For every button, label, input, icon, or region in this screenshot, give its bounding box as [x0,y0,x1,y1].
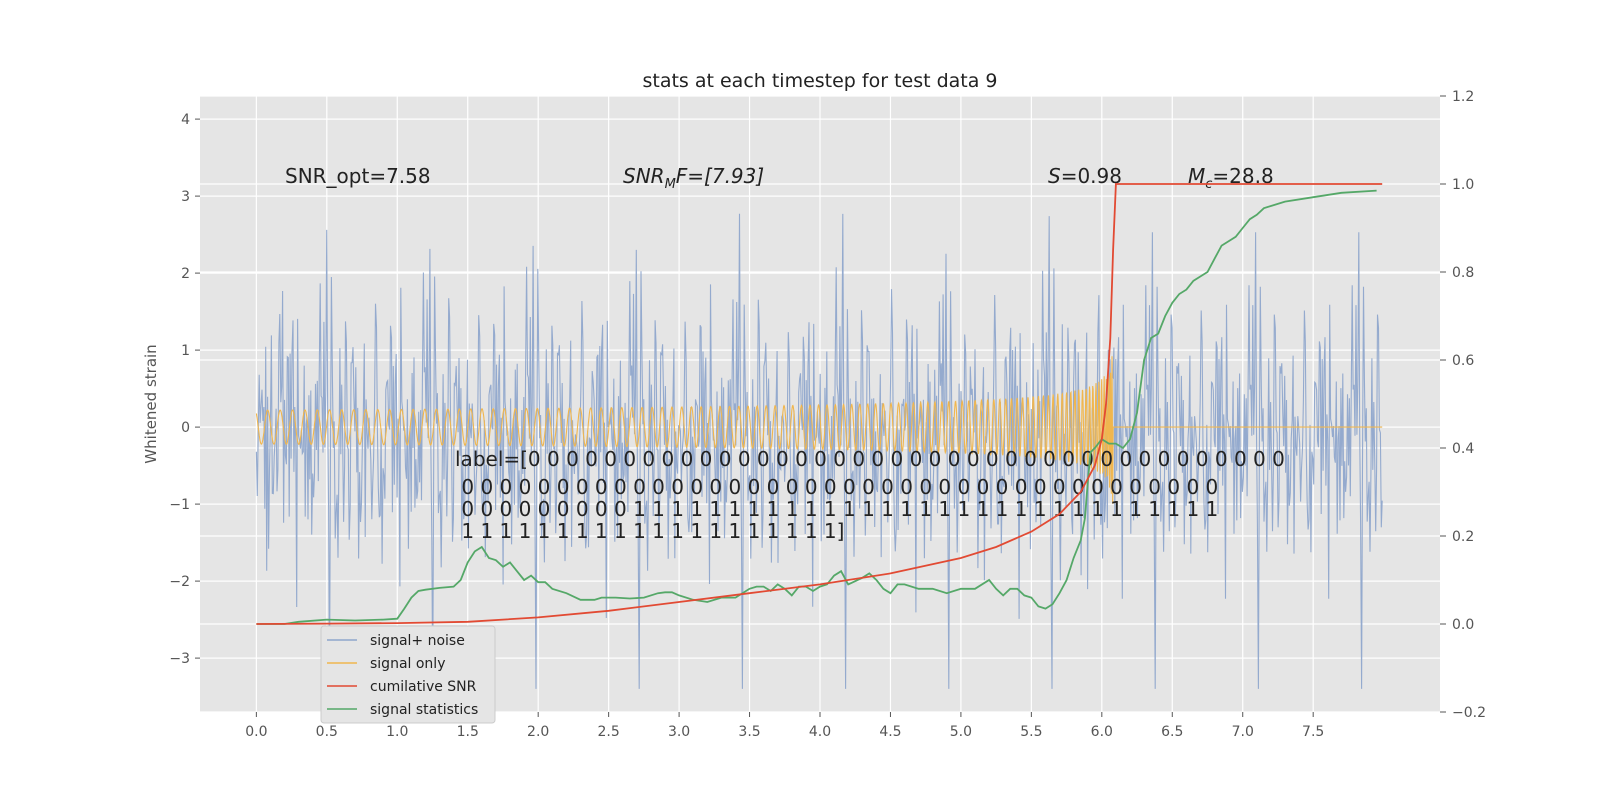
signal-only-line [255,356,1383,504]
chirp-mass-annotation: Mc=28.8 [1188,164,1274,192]
y2-tick-label: 1.0 [1452,177,1474,193]
signal-statistics-line [256,189,1377,625]
legend-label-stats: signal statistics [370,702,478,718]
chirp-mass-symbol: M [1188,164,1205,188]
label-line-2: 0 0 0 0 0 0 0 0 0 0 0 0 0 0 0 0 0 0 0 0 … [455,475,1218,499]
overlap-value: =0.98 [1061,164,1122,188]
overlap-annotation: S=0.98 [1048,164,1122,188]
right-axis-series [256,183,1383,625]
label-line-1: label=[0 0 0 0 0 0 0 0 0 0 0 0 0 0 0 0 0… [455,447,1285,471]
signal-plus-noise-series [255,213,1383,689]
x-tick-label: 7.5 [1302,724,1324,740]
y-tick-label: 4 [181,112,190,128]
y-axis-label: Whitened strain [142,344,160,463]
x-tick-label: 1.5 [457,724,479,740]
x-tick-label: 3.0 [668,724,690,740]
legend-label-snr: cumilative SNR [370,679,477,695]
y2-tick-label: 0.2 [1452,529,1474,545]
y2-tick-label: 0.6 [1452,353,1474,369]
x-tick-label: 7.0 [1232,724,1254,740]
x-tick-label: 0.0 [245,724,267,740]
y2-tick-label: 0.8 [1452,265,1474,281]
snr-opt-annotation: SNR_opt=7.58 [285,164,431,188]
x-tick-label: 6.0 [1091,724,1113,740]
x-tick-label: 3.5 [738,724,760,740]
x-tick-label: 2.5 [598,724,620,740]
y-tick-label: −2 [169,574,190,590]
label-line-4: 1 1 1 1 1 1 1 1 1 1 1 1 1 1 1 1 1 1 1 1] [455,519,844,543]
x-tick-label: 4.5 [879,724,901,740]
legend-label-signal: signal only [370,656,445,672]
snr-mf-value: F=[7.93] [676,164,764,188]
x-tick-label: 1.0 [386,724,408,740]
signal-plus-noise-line [255,213,1383,689]
y-tick-label: 2 [181,266,190,282]
annotations: SNR_opt=7.58 SNRMF=[7.93] S=0.98 Mc=28.8… [285,164,1285,543]
y-axis-right: −0.2 0.0 0.2 0.4 0.6 0.8 1.0 1.2 [1440,89,1486,721]
y-tick-label: 3 [181,189,190,205]
snr-mf-subscript: M [665,177,676,192]
legend: signal+ noise signal only cumilative SNR… [320,625,496,724]
x-tick-label: 5.0 [950,724,972,740]
y2-tick-label: 0.0 [1452,617,1474,633]
legend-label-noise: signal+ noise [370,633,465,649]
label-line-3: 0 0 0 0 0 0 0 0 0 1 1 1 1 1 1 1 1 1 1 1 … [455,497,1218,521]
snr-mf-annotation: SNRMF=[7.93] [623,164,764,192]
y-axis-left: −3 −2 −1 0 1 2 3 4 [169,112,200,667]
x-tick-label: 6.5 [1161,724,1183,740]
x-tick-label: 0.5 [316,724,338,740]
y2-tick-label: −0.2 [1452,705,1486,721]
chart-title: stats at each timestep for test data 9 [642,70,997,92]
signal-only-series [255,356,1383,504]
overlap-symbol: S [1048,164,1061,188]
cumulative-snr-line [256,183,1383,625]
x-tick-label: 2.0 [527,724,549,740]
legend-box [320,625,496,724]
y2-tick-label: 0.4 [1452,441,1474,457]
y-tick-label: 0 [181,420,190,436]
y2-tick-label: 1.2 [1452,89,1474,105]
snr-mf-symbol: SNR [623,164,665,188]
y-tick-label: −1 [169,497,190,513]
x-axis: 0.0 0.5 1.0 1.5 2.0 2.5 3.0 3.5 4.0 4.5 5.0 5.5 6.0 6… [245,712,1324,740]
x-tick-label: 4.0 [809,724,831,740]
y-tick-label: −3 [169,651,190,667]
x-tick-label: 5.5 [1020,724,1042,740]
y-tick-label: 1 [181,343,190,359]
